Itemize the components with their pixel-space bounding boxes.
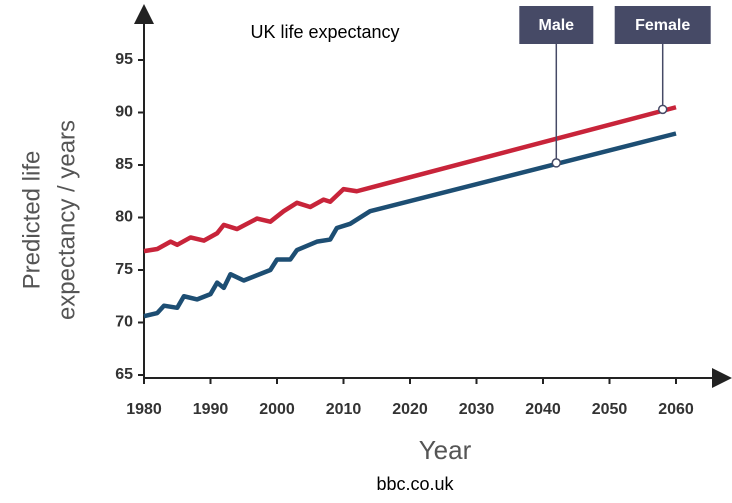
y-tick-label: 75 bbox=[115, 261, 133, 278]
x-tick-label: 2060 bbox=[658, 401, 694, 418]
y-tick-label: 95 bbox=[115, 51, 133, 68]
x-tick-label: 2010 bbox=[326, 401, 362, 418]
x-tick-label: 2040 bbox=[525, 401, 561, 418]
annotation-box bbox=[614, 6, 711, 44]
x-tick-label: 1990 bbox=[193, 401, 229, 418]
x-axis-label: Year bbox=[419, 435, 472, 465]
y-tick-label: 85 bbox=[115, 156, 133, 173]
series-line bbox=[143, 105, 677, 254]
chart-title: UK life expectancy bbox=[250, 22, 399, 42]
y-tick-label: 70 bbox=[115, 314, 133, 331]
y-axis-label-line: expectancy / years bbox=[53, 120, 80, 320]
annotation-label: Male bbox=[539, 17, 575, 34]
source: bbc.co.uk bbox=[376, 474, 454, 494]
y-tick-label: 65 bbox=[115, 366, 133, 383]
y-axis-label: Predicted life expectancy / years bbox=[18, 120, 80, 320]
x-tick-label: 2000 bbox=[259, 401, 295, 418]
x-tick-label: 2050 bbox=[592, 401, 628, 418]
y-tick-label: 90 bbox=[115, 104, 133, 121]
y-tick-label: 80 bbox=[115, 209, 133, 226]
series-line bbox=[143, 131, 677, 319]
x-tick-label: 2030 bbox=[459, 401, 495, 418]
x-tick-label: 1980 bbox=[126, 401, 162, 418]
annotation-point bbox=[551, 158, 562, 168]
annotation-box bbox=[519, 6, 594, 44]
annotation-label: Female bbox=[635, 17, 690, 34]
y-axis-label-line: Predicted life bbox=[18, 151, 45, 290]
annotation-point bbox=[657, 104, 668, 115]
x-tick-label: 2020 bbox=[392, 401, 428, 418]
